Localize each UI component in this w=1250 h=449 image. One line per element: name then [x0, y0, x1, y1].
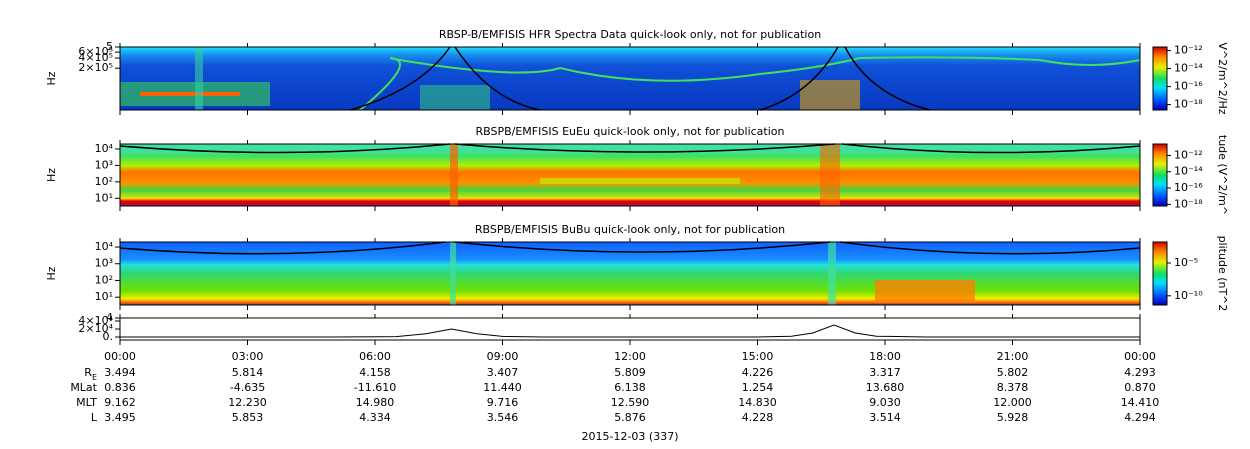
y-tick-label: 5	[106, 40, 113, 53]
colorbar	[1152, 46, 1168, 111]
ephemeris-value: 3.514	[869, 411, 901, 424]
ephemeris-value: 4.334	[359, 411, 391, 424]
y-tick-label: 2×10⁵	[78, 61, 113, 74]
y-tick-label: 10⁴	[95, 142, 114, 155]
colorbar	[1152, 241, 1168, 306]
ephemeris-value: 12.000	[993, 396, 1032, 409]
ephemeris-value: 5.928	[997, 411, 1029, 424]
colorbar	[1152, 143, 1168, 207]
ephemeris-value: 8.378	[997, 381, 1029, 394]
ephemeris-value: 4.228	[742, 411, 774, 424]
ephemeris-value: 4.293	[1124, 366, 1156, 379]
ephemeris-value: 13.680	[866, 381, 905, 394]
ephemeris-value: 12.230	[228, 396, 267, 409]
x-tick-label: 00:00	[104, 350, 136, 363]
x-tick-label: 18:00	[869, 350, 901, 363]
ephemeris-value: 11.440	[483, 381, 522, 394]
panel-title: RBSPB/EMFISIS EuEu quick-look only, not …	[475, 125, 784, 138]
y-tick-label: 10⁴	[95, 240, 114, 253]
colorbar-label: tude (V^2/m^	[1216, 135, 1229, 215]
y-tick-label: 4	[106, 311, 113, 324]
y-axis-label: Hz	[45, 266, 58, 280]
colorbar-label: plitude (nT^2	[1216, 236, 1229, 312]
spectrogram-image	[119, 46, 1141, 305]
ephemeris-value: 4.294	[1124, 411, 1156, 424]
ephemeris-value: 5.802	[997, 366, 1029, 379]
x-tick-label: 03:00	[232, 350, 264, 363]
ephemeris-value: 5.876	[614, 411, 646, 424]
ephemeris-value: 9.030	[869, 396, 901, 409]
ephemeris-label: MLat	[70, 381, 97, 394]
x-tick-label: 06:00	[359, 350, 391, 363]
y-tick-label: 10²	[95, 273, 113, 286]
ephemeris-value: 9.162	[104, 396, 136, 409]
ephemeris-label-text: L	[91, 411, 98, 424]
y-tick-label: 0.	[103, 330, 114, 343]
x-tick-label: 00:00	[1124, 350, 1156, 363]
ephemeris-label-text: R	[84, 366, 92, 379]
colorbar-tick-label: 10⁻¹²	[1174, 148, 1203, 161]
ephemeris-value: -11.610	[354, 381, 396, 394]
ephemeris-value: 14.980	[356, 396, 395, 409]
ephemeris-label-text: MLat	[70, 381, 97, 394]
y-tick-label: 4×10⁵	[78, 51, 113, 64]
line-series	[120, 324, 1140, 338]
ephemeris-label: RE	[84, 366, 97, 382]
x-axis-label: 2015-12-03 (337)	[581, 430, 678, 443]
y-tick-label: 10³	[95, 158, 113, 171]
y-tick-label: 10¹	[95, 191, 113, 204]
colorbar-tick-label: 10⁻¹⁰	[1174, 289, 1203, 302]
ephemeris-value: 3.495	[104, 411, 136, 424]
ephemeris-value: 5.809	[614, 366, 646, 379]
ephemeris-value: 0.836	[104, 381, 136, 394]
ephemeris-value: 3.546	[487, 411, 519, 424]
ephemeris-value: 12.590	[611, 396, 650, 409]
x-tick-label: 12:00	[614, 350, 646, 363]
ephemeris-value: 3.317	[869, 366, 901, 379]
ephemeris-label-sub: E	[92, 373, 97, 382]
ephemeris-value: 5.814	[232, 366, 264, 379]
colorbar-tick-label: 10⁻¹⁸	[1174, 98, 1203, 111]
colorbar-tick-label: 10⁻⁵	[1174, 256, 1198, 269]
colorbar-tick-label: 10⁻¹²	[1174, 44, 1203, 57]
y-axis-label: Hz	[45, 168, 58, 182]
ephemeris-value: 3.407	[487, 366, 519, 379]
y-tick-label: 6×10⁵	[78, 45, 113, 58]
ephemeris-value: 3.494	[104, 366, 136, 379]
y-tick-label: 10²	[95, 175, 113, 188]
y-tick-label: 10¹	[95, 290, 113, 303]
ephemeris-value: 5.853	[232, 411, 264, 424]
colorbar-tick-label: 10⁻¹⁴	[1174, 165, 1203, 178]
ephemeris-label: MLT	[76, 396, 97, 409]
panel-title: RBSPB/EMFISIS BuBu quick-look only, not …	[475, 223, 785, 236]
ephemeris-value: 4.226	[742, 366, 774, 379]
x-tick-label: 21:00	[997, 350, 1029, 363]
y-tick-label: 2×10⁴	[78, 322, 113, 335]
ephemeris-label-text: MLT	[76, 396, 97, 409]
ephemeris-value: 6.138	[614, 381, 646, 394]
ephemeris-value: 0.870	[1124, 381, 1156, 394]
y-axis-label: Hz	[45, 71, 58, 85]
panel-title: RBSP-B/EMFISIS HFR Spectra Data quick-lo…	[439, 28, 821, 41]
x-tick-label: 09:00	[487, 350, 519, 363]
ephemeris-value: 14.410	[1121, 396, 1160, 409]
colorbar-label: V^2/m^2/Hz	[1216, 42, 1229, 114]
colorbar-tick-label: 10⁻¹⁶	[1174, 181, 1203, 194]
ephemeris-value: 9.716	[487, 396, 519, 409]
y-tick-label: 4×10⁴	[78, 314, 113, 327]
x-tick-label: 15:00	[742, 350, 774, 363]
ephemeris-value: 1.254	[742, 381, 774, 394]
ephemeris-value: 4.158	[359, 366, 391, 379]
ephemeris-label: L	[91, 411, 98, 424]
ephemeris-value: 14.830	[738, 396, 777, 409]
colorbar-tick-label: 10⁻¹⁴	[1174, 62, 1203, 75]
ephemeris-value: -4.635	[230, 381, 265, 394]
colorbar-tick-label: 10⁻¹⁶	[1174, 80, 1203, 93]
colorbar-tick-label: 10⁻¹⁸	[1174, 197, 1203, 210]
y-tick-label: 10³	[95, 257, 113, 270]
